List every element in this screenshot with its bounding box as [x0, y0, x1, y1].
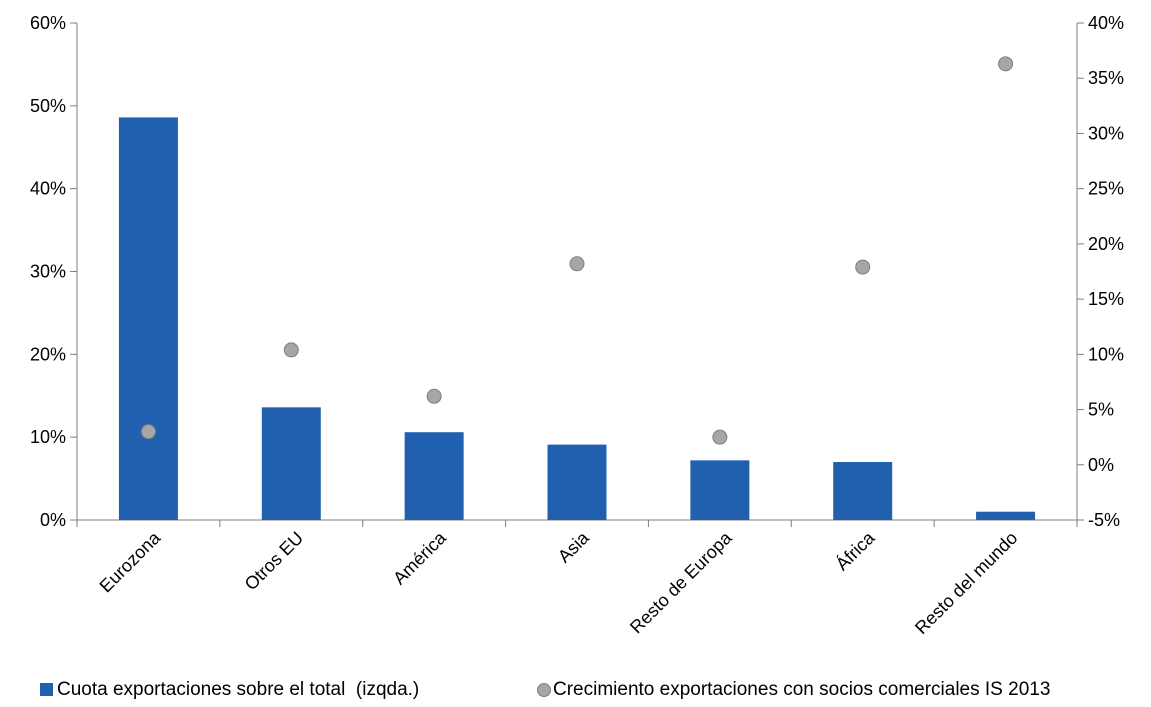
bar-2 — [404, 432, 464, 520]
bar-6 — [976, 511, 1036, 520]
legend: Cuota exportaciones sobre el total (izqd… — [40, 679, 1050, 700]
category-label-4: Resto de Europa — [626, 527, 736, 637]
left-axis-tick-label: 0% — [40, 510, 66, 530]
category-label-2: América — [389, 527, 451, 589]
category-label-3: Asia — [554, 527, 594, 567]
right-axis-tick-label: 30% — [1088, 123, 1124, 143]
category-labels: Eurozona Otros EU América Asia Resto de Euro… — [96, 527, 1022, 638]
bar-0 — [118, 117, 178, 521]
legend-point-swatch — [537, 683, 551, 697]
point-0 — [140, 424, 156, 440]
left-axis-tick-label: 10% — [30, 427, 66, 447]
category-label-0: Eurozona — [96, 527, 165, 596]
right-axis-tick-label: 15% — [1088, 289, 1124, 309]
right-axis-tick-label: 10% — [1088, 344, 1124, 364]
left-axis-tick-label: 20% — [30, 344, 66, 364]
legend-label-bar-series: Cuota exportaciones sobre el total (izqd… — [57, 679, 419, 700]
right-axis-tick-label: -5% — [1088, 510, 1120, 530]
left-axis-tick-label: 40% — [30, 179, 66, 199]
right-axis-tick-label: 35% — [1088, 68, 1124, 88]
category-label-5: África — [832, 527, 879, 574]
point-3 — [569, 256, 585, 272]
bar-4 — [690, 460, 750, 520]
bar-1 — [261, 407, 321, 520]
category-label-6: Resto del mundo — [911, 528, 1021, 638]
legend-label-point-series: Crecimiento exportaciones con socios com… — [553, 679, 1050, 700]
point-1 — [283, 342, 299, 358]
right-axis-tick-label: 0% — [1088, 455, 1114, 475]
point-4 — [712, 429, 728, 445]
category-label-1: Otros EU — [241, 528, 307, 594]
left-axis-tick-label: 50% — [30, 96, 66, 116]
bars — [118, 117, 1036, 521]
point-6 — [998, 56, 1014, 72]
point-2 — [426, 388, 442, 404]
bar-5 — [833, 462, 893, 520]
right-axis-tick-label: 25% — [1088, 179, 1124, 199]
point-5 — [855, 259, 871, 275]
right-axis-tick-label: 5% — [1088, 400, 1114, 420]
points — [140, 56, 1014, 445]
axes: 0% 10% 20% 30% 40% 50% 60% -5% 0% 5% 10% 15% 20% 25% 3… — [30, 13, 1124, 530]
legend-bar-swatch — [40, 683, 53, 696]
left-axis-tick-label: 60% — [30, 13, 66, 33]
bar-3 — [547, 444, 607, 520]
right-axis-tick-label: 20% — [1088, 234, 1124, 254]
left-axis-tick-label: 30% — [30, 262, 66, 282]
right-axis-tick-label: 40% — [1088, 13, 1124, 33]
